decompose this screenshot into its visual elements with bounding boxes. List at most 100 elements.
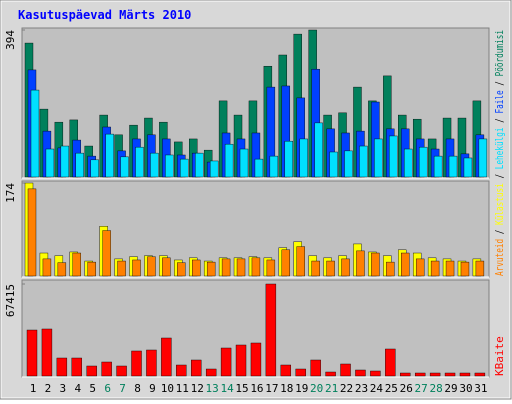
bar (116, 365, 127, 377)
legend: Arvuteid / Külastusi / Lehekülgi / Faile… (493, 30, 506, 376)
x-tick-label: 28 (429, 382, 442, 395)
bar (418, 146, 428, 178)
bar (310, 359, 321, 377)
bar (101, 361, 112, 377)
bar (254, 158, 264, 178)
bar (87, 261, 96, 277)
legend-entry: Külastusi (493, 183, 506, 225)
x-tick-label: 16 (250, 382, 263, 395)
x-tick-label: 25 (385, 382, 398, 395)
bar (374, 138, 383, 178)
bar (433, 155, 443, 178)
bar (296, 246, 305, 277)
y-tick-label: 394 (4, 30, 17, 50)
bar (132, 259, 141, 277)
bar (86, 365, 97, 377)
bar (311, 260, 320, 277)
x-tick-label: 5 (89, 382, 96, 395)
x-tick-label: 11 (176, 382, 189, 395)
bar (72, 252, 81, 277)
bar (430, 260, 440, 277)
bar (341, 258, 350, 277)
legend-entry: Arvuteid (493, 239, 506, 276)
bar (448, 155, 458, 178)
x-tick-label: 9 (149, 382, 156, 395)
bar (236, 258, 246, 277)
x-tick-label: 14 (220, 382, 234, 395)
bar (239, 148, 249, 178)
bar (120, 156, 129, 178)
x-tick-label: 8 (134, 382, 141, 395)
x-tick-label: 2 (45, 382, 52, 395)
bar (355, 369, 366, 377)
bar (415, 258, 425, 277)
bar (150, 152, 159, 178)
bar (165, 154, 174, 178)
x-tick-label: 19 (295, 382, 308, 395)
bar (135, 146, 144, 178)
bar (295, 368, 306, 377)
x-tick-label: 1 (30, 382, 37, 395)
legend: Arvuteid / Külastusi / Lehekülgi / Faile… (493, 30, 506, 276)
x-tick-label: 3 (60, 382, 67, 395)
x-tick-label: 15 (235, 382, 248, 395)
x-tick-label: 20 (310, 382, 323, 395)
legend-separator: / (493, 174, 506, 179)
bar (205, 368, 217, 377)
bar (250, 342, 262, 377)
bar (71, 357, 82, 377)
bar (401, 252, 410, 277)
legend-entry: Lehekülgi (493, 127, 506, 169)
bar (180, 158, 189, 178)
x-tick-label: 12 (191, 382, 204, 395)
bar (42, 258, 52, 277)
chart-title: Kasutuspäevad Märts 2010 (18, 8, 191, 22)
bar (235, 344, 247, 377)
bar (475, 260, 485, 277)
x-tick-label: 30 (459, 382, 472, 395)
x-tick-label: 24 (370, 382, 384, 395)
bar (404, 148, 413, 178)
bar (326, 260, 335, 277)
bar (329, 151, 338, 178)
bar (459, 372, 471, 377)
bar (90, 159, 99, 178)
x-tick-label: 26 (400, 382, 413, 395)
bar (105, 133, 114, 178)
bar (192, 259, 201, 277)
bar (266, 259, 276, 277)
bar (191, 359, 202, 377)
legend-entry: Pöördumisi (493, 30, 506, 76)
bar (280, 364, 292, 377)
bar (389, 135, 398, 178)
bar (206, 261, 216, 277)
x-tick-label: 17 (265, 382, 278, 395)
bar (299, 138, 308, 178)
x-tick-label: 6 (104, 382, 111, 395)
bar (162, 257, 171, 277)
bar (445, 260, 455, 277)
x-tick-label: 7 (119, 382, 126, 395)
bar (284, 140, 294, 178)
bar (117, 260, 126, 277)
x-tick-label: 23 (355, 382, 368, 395)
legend-entry: KBaite (493, 336, 506, 376)
bar (146, 349, 157, 377)
x-tick-label: 21 (325, 382, 338, 395)
x-tick-label: 18 (280, 382, 293, 395)
legend-entry: Faile (493, 90, 506, 113)
bar (224, 143, 234, 178)
x-tick-label: 31 (474, 382, 487, 395)
bar (444, 372, 456, 377)
bar (209, 160, 219, 178)
bar (356, 250, 365, 277)
bar (400, 372, 411, 377)
bar (371, 252, 380, 277)
bar (463, 157, 473, 178)
bar (195, 152, 204, 178)
legend-separator: / (493, 81, 506, 86)
bar (221, 258, 231, 277)
bar (56, 357, 68, 377)
